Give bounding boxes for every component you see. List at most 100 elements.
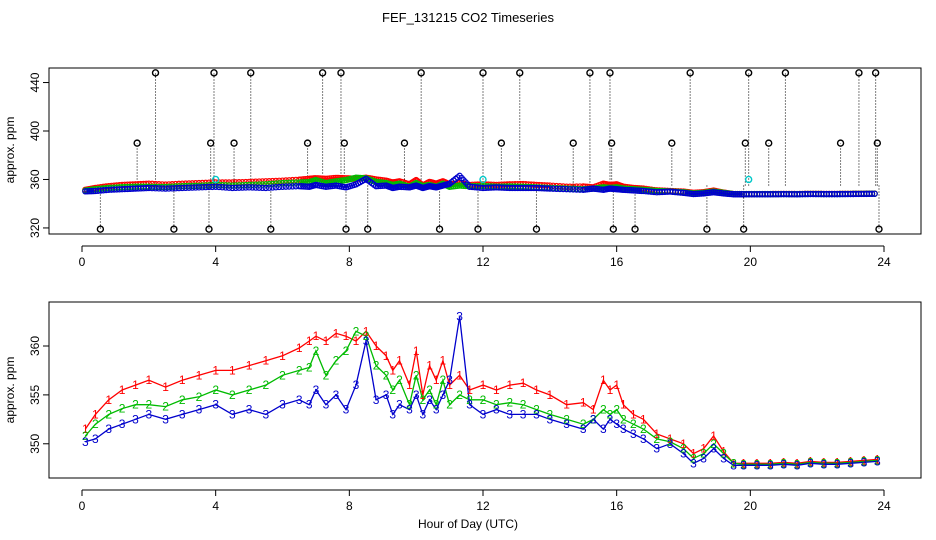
series-1-marker: 1 (426, 359, 433, 373)
series-3-point (165, 185, 173, 192)
series-1-marker: 1 (466, 383, 473, 397)
series-3-point (235, 184, 243, 191)
series-3-marker: 3 (446, 373, 453, 387)
series-2-marker: 2 (279, 368, 286, 382)
series-1-marker: 1 (620, 398, 627, 412)
flag-low-point (739, 225, 748, 233)
flag-low-point (435, 225, 444, 233)
series-1-marker: 1 (92, 407, 99, 421)
series-1-marker: 1 (710, 429, 717, 443)
series-3-marker: 3 (323, 398, 330, 412)
series-2-marker: 2 (413, 368, 420, 382)
series-3-point (269, 184, 276, 191)
series-1-marker: 1 (667, 432, 674, 446)
series-1-marker: 1 (262, 354, 269, 368)
series-3-marker: 3 (821, 457, 828, 471)
series-2-point (282, 179, 290, 187)
x-tick-label: 12 (476, 255, 490, 269)
x-tick-label: 4 (212, 499, 219, 513)
series-2-marker: 2 (620, 412, 627, 426)
series-3-marker: 3 (196, 403, 203, 417)
series-2-point (285, 179, 293, 187)
y-tick-label: 440 (28, 72, 42, 92)
series-1-marker: 1 (446, 378, 453, 392)
series-3-marker: 3 (313, 383, 320, 397)
cyan-point (479, 175, 487, 184)
series-3-line (85, 316, 878, 466)
series-2-marker: 2 (630, 417, 637, 431)
series-3-marker: 3 (607, 412, 614, 426)
series-1-marker: 1 (563, 398, 570, 412)
series-1-marker: 1 (406, 378, 413, 392)
series-2-marker: 2 (212, 383, 219, 397)
series-1-marker: 1 (653, 427, 660, 441)
series-3-point (546, 185, 554, 192)
series-3-marker: 3 (807, 456, 814, 470)
y-tick-label: 360 (28, 169, 42, 189)
series-1-marker: 1 (212, 363, 219, 377)
series-2-marker: 2 (874, 453, 881, 467)
series-2-marker: 2 (533, 403, 540, 417)
series-2-marker: 2 (690, 451, 697, 465)
series-3-point (229, 184, 236, 192)
series-3-marker: 3 (506, 407, 513, 421)
series-3-point (219, 184, 226, 191)
series-3-point (570, 186, 577, 193)
flag-low-point (532, 225, 541, 233)
series-2-marker: 2 (754, 457, 761, 471)
series-3-marker: 3 (580, 422, 587, 436)
series-3-point (225, 184, 233, 191)
series-2-marker: 2 (162, 400, 169, 414)
series-3-marker: 3 (433, 403, 440, 417)
series-1-marker: 1 (333, 326, 340, 340)
series-3-point (245, 184, 253, 191)
series-2-marker: 2 (653, 432, 660, 446)
series-3-marker: 3 (847, 456, 854, 470)
series-3-marker: 3 (653, 442, 660, 456)
x-tick-label: 12 (476, 499, 490, 513)
series-3-marker: 3 (667, 437, 674, 451)
series-2-marker: 2 (456, 388, 463, 402)
series-2-marker: 2 (296, 363, 303, 377)
series-2-marker: 2 (700, 447, 707, 461)
y-tick-label: 320 (28, 218, 42, 238)
figure-title: FEF_131215 CO2 Timeseries (382, 10, 554, 25)
series-3-point (199, 184, 206, 191)
series-3-point (732, 191, 739, 198)
series-2-marker: 2 (373, 359, 380, 373)
flag-high-point (151, 69, 160, 77)
series-3-marker: 3 (754, 458, 761, 472)
series-3-point (155, 185, 163, 192)
flag-high-point (247, 69, 255, 77)
series-3-point (179, 184, 186, 192)
series-2-marker: 2 (323, 368, 330, 382)
series-3-point (262, 184, 269, 192)
y-tick-label: 400 (28, 121, 42, 141)
series-3-marker: 3 (780, 457, 787, 471)
y-tick-label: 350 (28, 433, 42, 453)
series-3-point (249, 184, 256, 191)
series-3-point (145, 184, 153, 192)
series-3-marker: 3 (640, 432, 647, 446)
panel-bottom-ylabel: approx. ppm (3, 357, 17, 424)
series-1-marker: 1 (353, 334, 360, 348)
series-2-marker: 2 (493, 398, 500, 412)
series-2-point (269, 180, 276, 188)
flag-high-point (337, 69, 345, 77)
series-3-point (212, 183, 219, 190)
series-1-marker: 1 (279, 349, 286, 363)
series-3-point (871, 190, 878, 197)
x-tick-label: 4 (212, 255, 219, 269)
series-3-point (175, 184, 183, 192)
series-2-point (259, 181, 266, 188)
series-2-marker: 2 (506, 396, 513, 410)
series-3-marker: 3 (145, 407, 152, 421)
x-tick-label: 20 (744, 255, 758, 269)
series-3-point (195, 184, 203, 191)
panel-top-y-axis: 320 360 400 440 (28, 72, 50, 238)
series-3-marker: 3 (343, 403, 350, 417)
panel-bottom-x-axis: 0 4 8 12 16 20 24 (79, 489, 891, 513)
series-2-marker: 2 (132, 398, 139, 412)
series-3-marker: 3 (767, 458, 774, 472)
